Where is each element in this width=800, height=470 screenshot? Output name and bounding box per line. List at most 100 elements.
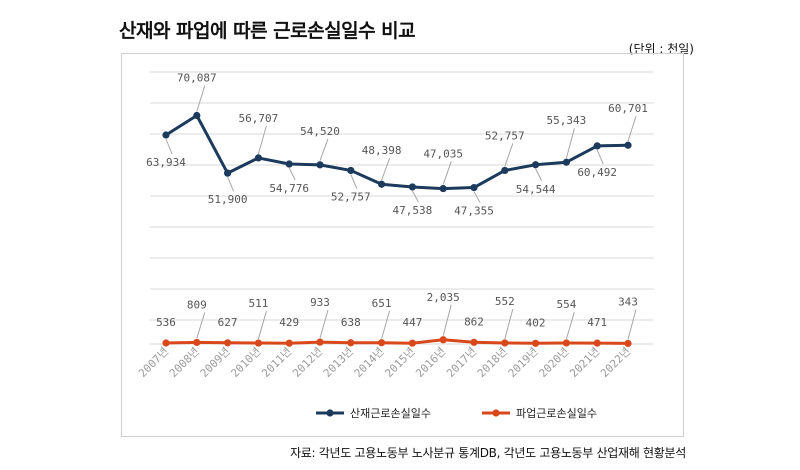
series-1-data-label: 54,520 — [300, 125, 340, 138]
series-2-point — [316, 338, 324, 346]
series-1-point — [347, 166, 355, 175]
series-lines — [165, 113, 629, 345]
series-1-data-label: 47,035 — [423, 148, 463, 161]
series-2-point — [347, 339, 355, 347]
x-tick-label: 2017년 — [444, 345, 479, 380]
legend-label: 산재근로손실일수 — [350, 406, 431, 420]
series-2-point — [532, 339, 540, 347]
series-1-data-label: 52,757 — [485, 129, 525, 142]
series-1-point — [193, 111, 201, 120]
x-tick-label: 2010년 — [228, 345, 263, 380]
series-2-leader-line — [319, 310, 329, 339]
series-1-leader-line — [381, 158, 391, 181]
series-1-leader-line — [165, 138, 173, 155]
series-1-data-label: 48,398 — [362, 144, 402, 157]
series-1-leader-line — [596, 149, 604, 165]
series-1-data-label: 60,492 — [577, 166, 617, 179]
series-1-data-label: 47,355 — [454, 205, 494, 218]
series-2-data-label: 471 — [587, 316, 607, 329]
data-labels: 63,934 70,087 51,900 56,707 54,776 54,520 52,7… — [146, 71, 648, 329]
series-2-point — [408, 339, 416, 347]
series-1-point — [624, 141, 632, 149]
series-2-data-label: 638 — [341, 316, 361, 329]
series-2-point — [254, 339, 262, 347]
series-2-data-label: 809 — [187, 298, 207, 311]
series-points — [162, 111, 632, 348]
series-2-point — [562, 339, 571, 347]
series-1-point — [285, 160, 293, 168]
series-2-point — [285, 339, 293, 347]
unit-label: (단위 : 천일) — [628, 42, 694, 56]
series-1-data-label: 54,776 — [269, 182, 309, 195]
x-tick-label: 2020년 — [536, 345, 571, 380]
series-1-point — [316, 161, 324, 169]
series-1-data-label: 70,087 — [177, 71, 217, 84]
x-tick-label: 2011년 — [259, 345, 294, 380]
series-1-data-label: 47,538 — [393, 204, 433, 217]
series-2-leader-line — [627, 309, 637, 340]
series-1-point — [254, 154, 262, 162]
series-1-leader-line — [288, 167, 296, 181]
series-1-point — [439, 184, 447, 193]
chart-frame — [121, 53, 684, 437]
series-1-point — [378, 180, 386, 188]
series-2-point — [624, 339, 632, 348]
x-tick-label: 2021년 — [567, 345, 602, 380]
series-1-point — [408, 183, 416, 191]
series-2-data-label: 627 — [218, 316, 238, 329]
x-tick-label: 2022년 — [598, 345, 633, 380]
series-2-data-label: 651 — [372, 297, 392, 310]
legend-item-2: 파업근로손실일수 — [482, 406, 597, 420]
series-1-leader-line — [442, 161, 452, 185]
series-2-point — [378, 339, 386, 347]
source-note: 자료: 각년도 고용노동부 노사분규 통계DB, 각년도 고용노동부 산업재해 … — [290, 446, 686, 460]
series-2-leader-line — [504, 308, 514, 340]
series-1-leader-line — [319, 138, 329, 162]
series-2-data-label: 862 — [464, 315, 484, 328]
legend: 산재근로손실일수 파업근로손실일수 — [316, 406, 597, 420]
series-1-data-label: 52,757 — [331, 190, 371, 203]
series-1-data-label: 63,934 — [146, 156, 186, 169]
series-2-leader-line — [381, 310, 391, 339]
series-2-point — [439, 336, 447, 344]
series-1-point — [532, 161, 540, 169]
x-tick-label: 2015년 — [382, 345, 417, 380]
series-1-data-label: 60,701 — [608, 102, 648, 115]
series-2-leader-line — [565, 311, 575, 340]
x-tick-label: 2009년 — [198, 345, 233, 380]
series-2-data-label: 933 — [310, 296, 330, 309]
series-1-leader-line — [565, 128, 575, 159]
legend-label: 파업근로손실일수 — [516, 406, 597, 420]
series-2-leader-line — [257, 310, 267, 340]
x-tick-label: 2019년 — [506, 345, 541, 380]
series-2-data-label: 554 — [556, 298, 576, 311]
series-2-data-label: 402 — [526, 316, 546, 329]
x-tick-label: 2016년 — [413, 345, 448, 380]
series-2-leader-line — [196, 312, 206, 339]
x-tick-label: 2008년 — [167, 345, 202, 380]
series-2-data-label: 536 — [156, 316, 176, 329]
x-tick-label: 2013년 — [321, 345, 356, 380]
series-1-leader-line — [196, 85, 206, 112]
series-2-point — [593, 339, 601, 347]
series-1-leader-line — [473, 191, 481, 203]
series-2-data-label: 552 — [495, 295, 515, 308]
series-2-data-label: 511 — [248, 297, 268, 310]
series-1-line — [165, 113, 629, 191]
series-2-leader-line — [442, 304, 452, 336]
series-2-point — [501, 339, 509, 347]
x-tick-label: 2007년 — [136, 345, 171, 380]
series-1-data-label: 56,707 — [239, 112, 279, 125]
chart-title: 산재와 파업에 따른 근로손실일수 비교 — [119, 20, 416, 42]
series-2-data-label: 2,035 — [427, 291, 460, 304]
series-1-leader-line — [504, 143, 514, 167]
series-1-data-label: 55,343 — [547, 114, 587, 127]
label-leaders — [165, 85, 637, 340]
series-1-data-label: 51,900 — [208, 193, 248, 206]
legend-item-1: 산재근로손실일수 — [316, 406, 431, 420]
series-2-data-label: 447 — [402, 316, 422, 329]
series-1-leader-line — [535, 168, 543, 181]
legend-swatch-marker — [492, 409, 500, 417]
x-tick-label: 2018년 — [475, 345, 510, 380]
